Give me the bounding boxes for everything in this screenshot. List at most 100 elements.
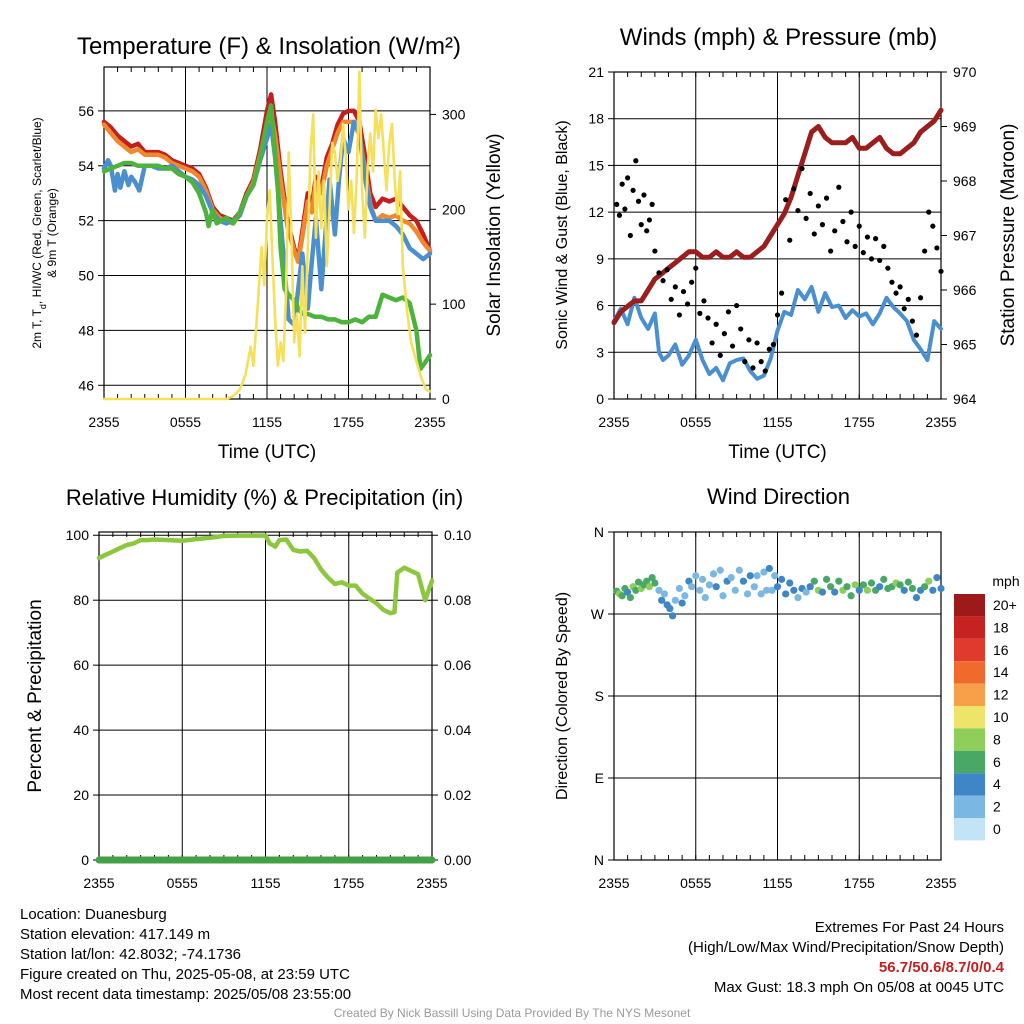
y-tick-label: 21 bbox=[588, 64, 604, 80]
direction-point bbox=[739, 577, 748, 585]
y-axis-label: Sonic Wind & Gust (Blue, Black) bbox=[554, 120, 571, 349]
gust-point bbox=[930, 223, 936, 229]
gust-point bbox=[889, 279, 895, 285]
direction-point bbox=[933, 573, 941, 582]
y2-tick-label: 0 bbox=[442, 391, 450, 407]
x-tick-label: 1155 bbox=[252, 414, 282, 430]
y2-tick-label: 100 bbox=[442, 296, 466, 312]
x-tick-label: 2355 bbox=[925, 875, 956, 891]
plot-border bbox=[613, 71, 942, 400]
y-tick-label: 0 bbox=[596, 391, 604, 407]
gust-point bbox=[913, 332, 920, 338]
legend-swatch bbox=[954, 773, 985, 796]
y2-tick-label: 968 bbox=[953, 173, 977, 189]
direction-point bbox=[712, 583, 720, 591]
x-tick-label: 0555 bbox=[680, 875, 711, 891]
direction-point bbox=[645, 583, 654, 591]
gust-point bbox=[938, 268, 944, 274]
gust-point bbox=[701, 298, 707, 304]
panel-wind-direction bbox=[608, 531, 942, 861]
gust-point bbox=[766, 346, 772, 352]
gust-point bbox=[676, 312, 683, 318]
station-info: Location: Duanesburg Station elevation: … bbox=[20, 905, 351, 1005]
legend-swatch bbox=[954, 818, 985, 841]
gust-point bbox=[758, 359, 764, 365]
max-gust-text: Max Gust: 18.3 mph On 05/08 at 0045 UTC bbox=[713, 979, 1004, 996]
legend-swatch bbox=[954, 638, 985, 662]
gust-point bbox=[848, 209, 854, 215]
gust-point bbox=[811, 231, 817, 237]
direction-point bbox=[818, 588, 827, 596]
gust-point bbox=[725, 309, 732, 315]
legend-label: 4 bbox=[993, 776, 1001, 792]
y-tick-label: 15 bbox=[588, 157, 604, 173]
x-tick-label: 2355 bbox=[598, 414, 629, 430]
gust-point bbox=[926, 209, 932, 215]
chart-title: Temperature (F) & Insolation (W/m²) bbox=[77, 33, 461, 60]
direction-point bbox=[831, 588, 839, 596]
gust-point bbox=[729, 343, 736, 349]
legend-label: 16 bbox=[993, 642, 1009, 658]
gust-point bbox=[774, 312, 781, 318]
legend-swatch bbox=[954, 795, 985, 818]
gust-point bbox=[840, 218, 846, 225]
direction-point bbox=[735, 566, 743, 574]
legend-label: 2 bbox=[993, 799, 1001, 815]
gust-point bbox=[852, 243, 858, 249]
gust-point bbox=[754, 340, 760, 346]
legend-title: mph bbox=[992, 573, 1019, 589]
direction-point bbox=[743, 590, 752, 598]
y-tick-label: 18 bbox=[588, 111, 604, 127]
x-axis-label: Time (UTC) bbox=[218, 442, 317, 463]
legend-label: 14 bbox=[993, 664, 1009, 680]
y2-tick-label: 300 bbox=[442, 106, 466, 122]
direction-point bbox=[855, 586, 863, 594]
direction-point bbox=[937, 584, 945, 593]
legend-label: 18 bbox=[993, 619, 1009, 635]
series-line-green bbox=[101, 103, 433, 372]
y2-axis-label: Solar Insolation (Yellow) bbox=[484, 133, 505, 336]
direction-point bbox=[753, 572, 761, 580]
direction-point bbox=[719, 592, 727, 600]
gust-point bbox=[868, 256, 875, 262]
direction-point bbox=[806, 583, 814, 591]
direction-point bbox=[777, 575, 786, 583]
legend-label: 12 bbox=[993, 687, 1009, 703]
direction-point bbox=[705, 581, 713, 589]
gust-point bbox=[689, 279, 695, 285]
direction-point bbox=[675, 584, 684, 593]
direction-point bbox=[668, 612, 677, 620]
direction-point bbox=[843, 583, 851, 591]
gust-point bbox=[684, 301, 691, 307]
direction-point bbox=[688, 583, 696, 591]
direction-point bbox=[666, 604, 674, 613]
direction-point bbox=[618, 592, 626, 600]
direction-point bbox=[908, 584, 916, 593]
direction-point bbox=[859, 581, 867, 589]
extremes-info: Extremes For Past 24 Hours (High/Low/Max… bbox=[688, 918, 1004, 998]
gust-point bbox=[697, 310, 703, 316]
gust-point bbox=[630, 187, 636, 193]
y-tick-label: S bbox=[595, 688, 604, 704]
gust-point bbox=[828, 248, 834, 254]
x-tick-label: 1155 bbox=[762, 414, 792, 430]
direction-point bbox=[648, 573, 656, 582]
gust-point bbox=[795, 207, 801, 214]
gust-point bbox=[622, 206, 628, 212]
direction-point bbox=[678, 599, 686, 607]
y-tick-label: 60 bbox=[73, 657, 89, 673]
created-text: Figure created on Thu, 2025-05-08, at 23… bbox=[20, 966, 350, 983]
legend-swatch bbox=[954, 616, 985, 639]
gust-point bbox=[803, 215, 809, 221]
gust-point bbox=[799, 165, 805, 172]
direction-point bbox=[847, 592, 855, 600]
direction-point bbox=[771, 572, 779, 580]
y2-tick-label: 0.10 bbox=[444, 527, 471, 543]
panel-winds bbox=[608, 71, 947, 400]
legend-swatch bbox=[954, 750, 985, 774]
series-line-humidity bbox=[96, 533, 435, 616]
gust-point bbox=[638, 222, 644, 228]
y-axis-label: 2m T, Td, HI/WC (Red, Green, Scarlet/Blu… bbox=[30, 117, 48, 348]
gust-point bbox=[778, 290, 785, 296]
legend-swatch bbox=[954, 594, 985, 617]
